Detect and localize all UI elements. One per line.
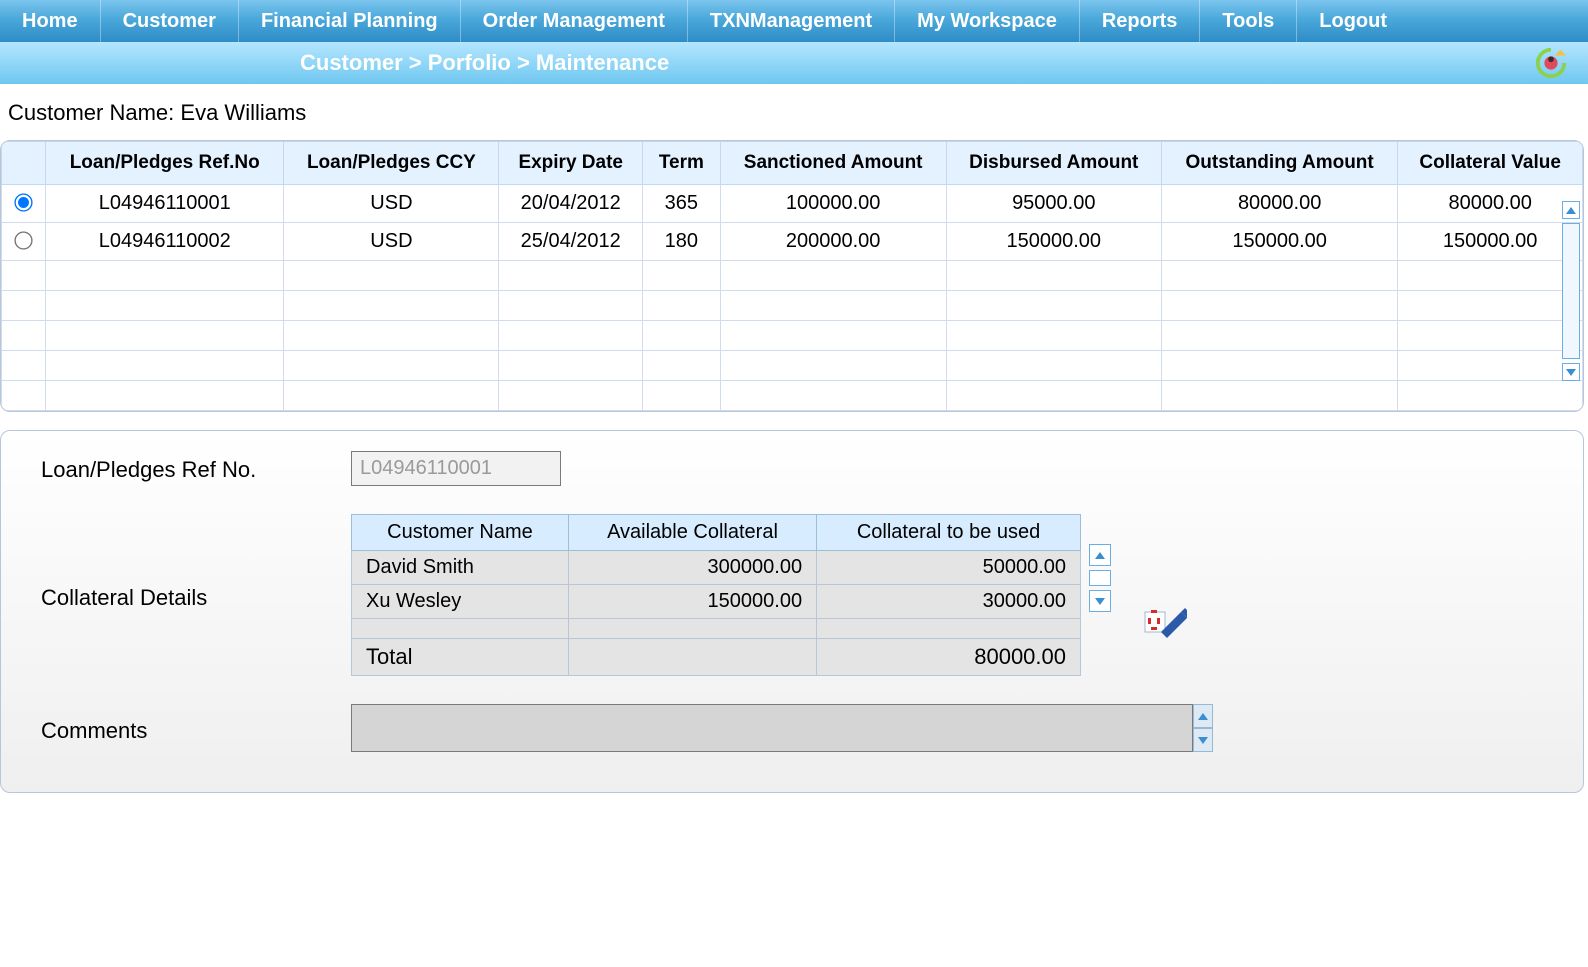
comments-scroll-up-button[interactable]	[1193, 704, 1213, 728]
scroll-down-button[interactable]	[1562, 363, 1580, 381]
loan-cell-ref: L04946110001	[46, 185, 284, 223]
table-row[interactable]: Xu Wesley150000.0030000.00	[352, 585, 1081, 619]
scroll-up-button[interactable]	[1562, 201, 1580, 219]
menu-item-my-workspace[interactable]: My Workspace	[895, 0, 1080, 42]
collateral-scrollbar	[1089, 544, 1111, 612]
refresh-icon[interactable]	[1534, 46, 1568, 80]
loan-cell-disbursed: 95000.00	[946, 185, 1161, 223]
loan-table-panel: Loan/Pledges Ref.NoLoan/Pledges CCYExpir…	[0, 140, 1584, 412]
row-select-radio[interactable]	[14, 231, 32, 249]
collateral-table: Customer NameAvailable CollateralCollate…	[351, 514, 1081, 676]
breadcrumb-bar: Customer > Porfolio > Maintenance	[0, 42, 1588, 84]
table-row	[2, 351, 1583, 381]
scroll-track[interactable]	[1562, 223, 1580, 359]
loan-col-header: Term	[643, 142, 721, 185]
row-select-radio[interactable]	[14, 193, 32, 211]
coll-total-row: Total 80000.00	[352, 639, 1081, 676]
coll-cell-available: 300000.00	[568, 551, 816, 585]
loan-cell-outstanding: 80000.00	[1161, 185, 1397, 223]
table-row	[2, 321, 1583, 351]
triangle-down-icon	[1566, 369, 1576, 376]
loan-cell-term: 180	[643, 223, 721, 261]
coll-cell-used: 50000.00	[817, 551, 1081, 585]
comments-row: Comments	[41, 704, 1553, 752]
loan-cell-ccy: USD	[284, 185, 499, 223]
table-row	[2, 381, 1583, 411]
coll-scroll-track[interactable]	[1089, 570, 1111, 586]
collateral-row: Collateral Details Customer NameAvailabl…	[41, 514, 1553, 676]
triangle-down-icon	[1095, 598, 1105, 605]
menu-item-order-management[interactable]: Order Management	[461, 0, 688, 42]
menu-item-tools[interactable]: Tools	[1200, 0, 1297, 42]
detail-panel: Loan/Pledges Ref No. Collateral Details …	[0, 430, 1584, 793]
loan-col-header: Loan/Pledges CCY	[284, 142, 499, 185]
breadcrumb: Customer > Porfolio > Maintenance	[300, 50, 669, 76]
menu-item-financial-planning[interactable]: Financial Planning	[239, 0, 461, 42]
coll-total-value: 80000.00	[817, 639, 1081, 676]
loan-table-header: Loan/Pledges Ref.NoLoan/Pledges CCYExpir…	[2, 142, 1583, 185]
loan-col-header: Disbursed Amount	[946, 142, 1161, 185]
loan-cell-sanctioned: 200000.00	[720, 223, 946, 261]
coll-cell-name: David Smith	[352, 551, 569, 585]
comments-textarea[interactable]	[351, 704, 1193, 752]
comments-label: Comments	[41, 712, 351, 744]
loan-col-header: Collateral Value	[1398, 142, 1583, 185]
menu-item-customer[interactable]: Customer	[101, 0, 239, 42]
loan-cell-sanctioned: 100000.00	[720, 185, 946, 223]
customer-name-label: Customer Name:	[8, 100, 174, 125]
loan-cell-collateral: 150000.00	[1398, 223, 1583, 261]
loan-cell-disbursed: 150000.00	[946, 223, 1161, 261]
comments-scrollbar	[1193, 704, 1213, 752]
coll-total-label: Total	[352, 639, 569, 676]
table-row[interactable]: L04946110001USD20/04/2012365100000.00950…	[2, 185, 1583, 223]
loan-col-header: Loan/Pledges Ref.No	[46, 142, 284, 185]
triangle-up-icon	[1566, 207, 1576, 214]
customer-name-line: Customer Name: Eva Williams	[0, 84, 1588, 140]
table-row[interactable]: David Smith300000.0050000.00	[352, 551, 1081, 585]
coll-cell-used: 30000.00	[817, 585, 1081, 619]
coll-col-header: Collateral to be used	[817, 515, 1081, 551]
table-row[interactable]: L04946110002USD25/04/2012180200000.00150…	[2, 223, 1583, 261]
loan-cell-expiry: 20/04/2012	[499, 185, 643, 223]
coll-cell-available: 150000.00	[568, 585, 816, 619]
edit-icon[interactable]	[1143, 604, 1187, 645]
menu-item-reports[interactable]: Reports	[1080, 0, 1201, 42]
customer-name-value: Eva Williams	[180, 100, 306, 125]
ref-no-label: Loan/Pledges Ref No.	[41, 451, 351, 483]
loan-cell-expiry: 25/04/2012	[499, 223, 643, 261]
triangle-up-icon	[1198, 713, 1208, 720]
coll-col-header: Available Collateral	[568, 515, 816, 551]
comments-scroll-down-button[interactable]	[1193, 728, 1213, 752]
coll-scroll-up-button[interactable]	[1089, 544, 1111, 566]
loan-cell-collateral: 80000.00	[1398, 185, 1583, 223]
menu-item-txnmanagement[interactable]: TXNManagement	[688, 0, 895, 42]
loan-col-header: Sanctioned Amount	[720, 142, 946, 185]
ref-no-input[interactable]	[351, 451, 561, 486]
collateral-table-header: Customer NameAvailable CollateralCollate…	[352, 515, 1081, 551]
ref-no-row: Loan/Pledges Ref No.	[41, 451, 1553, 486]
loan-col-header: Outstanding Amount	[1161, 142, 1397, 185]
loan-col-header: Expiry Date	[499, 142, 643, 185]
loan-cell-ref: L04946110002	[46, 223, 284, 261]
triangle-down-icon	[1198, 737, 1208, 744]
loan-scrollbar	[1562, 201, 1580, 381]
table-row	[2, 261, 1583, 291]
table-row	[352, 619, 1081, 639]
loan-cell-ccy: USD	[284, 223, 499, 261]
menu-item-home[interactable]: Home	[0, 0, 101, 42]
collateral-label: Collateral Details	[41, 579, 351, 611]
triangle-up-icon	[1095, 552, 1105, 559]
loan-cell-term: 365	[643, 185, 721, 223]
coll-scroll-down-button[interactable]	[1089, 590, 1111, 612]
table-row	[2, 291, 1583, 321]
menu-item-logout[interactable]: Logout	[1297, 0, 1409, 42]
loan-cell-outstanding: 150000.00	[1161, 223, 1397, 261]
top-menu: HomeCustomerFinancial PlanningOrder Mana…	[0, 0, 1588, 42]
loan-table: Loan/Pledges Ref.NoLoan/Pledges CCYExpir…	[1, 141, 1583, 411]
coll-col-header: Customer Name	[352, 515, 569, 551]
coll-cell-name: Xu Wesley	[352, 585, 569, 619]
